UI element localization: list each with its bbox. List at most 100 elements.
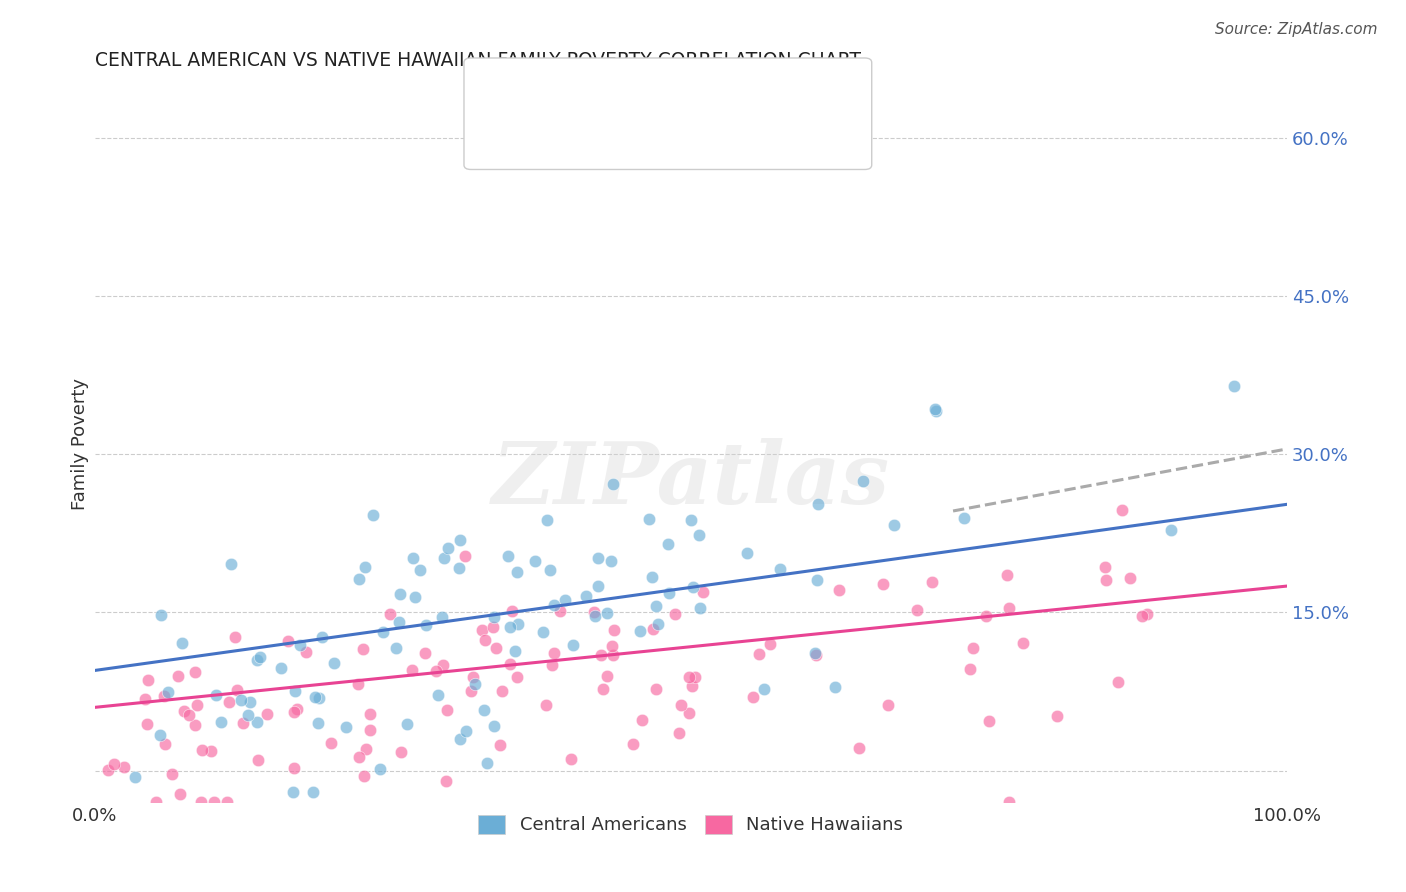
Point [1118, 571, 1140, 585]
Point [645, 599, 668, 614]
Point [688, 527, 710, 541]
Point [543, 598, 565, 612]
Point [583, 608, 606, 623]
Point [602, 476, 624, 491]
Point [883, 517, 905, 532]
Point [554, 592, 576, 607]
Point [499, 657, 522, 672]
Point [449, 732, 471, 747]
Point [600, 639, 623, 653]
Point [454, 549, 477, 564]
Point [824, 680, 846, 694]
Point [595, 669, 617, 683]
Point [643, 622, 665, 636]
Point [592, 682, 614, 697]
Point [692, 585, 714, 599]
Point [353, 560, 375, 574]
Point [349, 750, 371, 764]
Point [173, 704, 195, 718]
Point [449, 533, 471, 548]
Point [183, 665, 205, 679]
Point [307, 716, 329, 731]
Point [769, 562, 792, 576]
Point [924, 401, 946, 416]
Point [347, 572, 370, 586]
Point [998, 601, 1021, 615]
Point [498, 620, 520, 634]
Point [209, 715, 232, 730]
Point [503, 644, 526, 658]
Point [524, 554, 547, 568]
Point [485, 641, 508, 656]
Legend: Central Americans, Native Hawaiians: Central Americans, Native Hawaiians [470, 806, 912, 844]
Point [283, 761, 305, 775]
Y-axis label: Family Poverty: Family Poverty [72, 377, 89, 509]
Point [828, 583, 851, 598]
Point [246, 653, 269, 667]
Point [368, 762, 391, 776]
Point [359, 723, 381, 738]
Point [631, 713, 654, 727]
Point [538, 563, 561, 577]
Point [1012, 635, 1035, 649]
Point [447, 561, 470, 575]
Point [668, 726, 690, 740]
Point [153, 689, 176, 703]
Point [405, 590, 427, 604]
Point [385, 640, 408, 655]
Point [541, 657, 564, 672]
Point [388, 615, 411, 629]
Point [169, 787, 191, 801]
Point [588, 579, 610, 593]
Point [852, 474, 875, 488]
Point [347, 677, 370, 691]
Point [741, 690, 763, 704]
Point [475, 756, 498, 771]
Point [925, 404, 948, 418]
Point [401, 663, 423, 677]
Point [582, 605, 605, 619]
Point [200, 744, 222, 758]
Point [218, 695, 240, 709]
Point [432, 658, 454, 673]
Point [231, 693, 253, 707]
Point [311, 630, 333, 644]
Point [277, 633, 299, 648]
Point [149, 728, 172, 742]
Point [283, 706, 305, 720]
Text: Source: ZipAtlas.com: Source: ZipAtlas.com [1215, 22, 1378, 37]
Point [689, 600, 711, 615]
Point [471, 624, 494, 638]
Point [409, 562, 432, 576]
Point [395, 717, 418, 731]
Point [681, 513, 703, 527]
Text: ZIPatlas: ZIPatlas [492, 438, 890, 521]
Point [433, 550, 456, 565]
Point [302, 785, 325, 799]
Point [848, 741, 870, 756]
Point [658, 586, 681, 600]
Point [389, 746, 412, 760]
Point [454, 724, 477, 739]
Point [97, 764, 120, 778]
Point [998, 795, 1021, 809]
Point [561, 638, 583, 652]
Point [288, 638, 311, 652]
Point [162, 767, 184, 781]
Point [758, 637, 780, 651]
Point [1094, 573, 1116, 587]
Point [1107, 674, 1129, 689]
Point [238, 708, 260, 723]
Point [388, 587, 411, 601]
Point [591, 648, 613, 662]
Point [588, 550, 610, 565]
Point [247, 752, 270, 766]
Point [543, 646, 565, 660]
Point [472, 703, 495, 717]
Point [806, 648, 828, 662]
Point [215, 795, 238, 809]
Point [807, 496, 830, 510]
Point [1111, 503, 1133, 517]
Point [321, 736, 343, 750]
Point [1130, 608, 1153, 623]
